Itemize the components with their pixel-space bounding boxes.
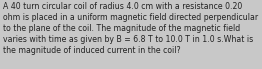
Text: A 40 turn circular coil of radius 4.0 cm with a resistance 0.20
ohm is placed in: A 40 turn circular coil of radius 4.0 cm… <box>3 2 258 55</box>
